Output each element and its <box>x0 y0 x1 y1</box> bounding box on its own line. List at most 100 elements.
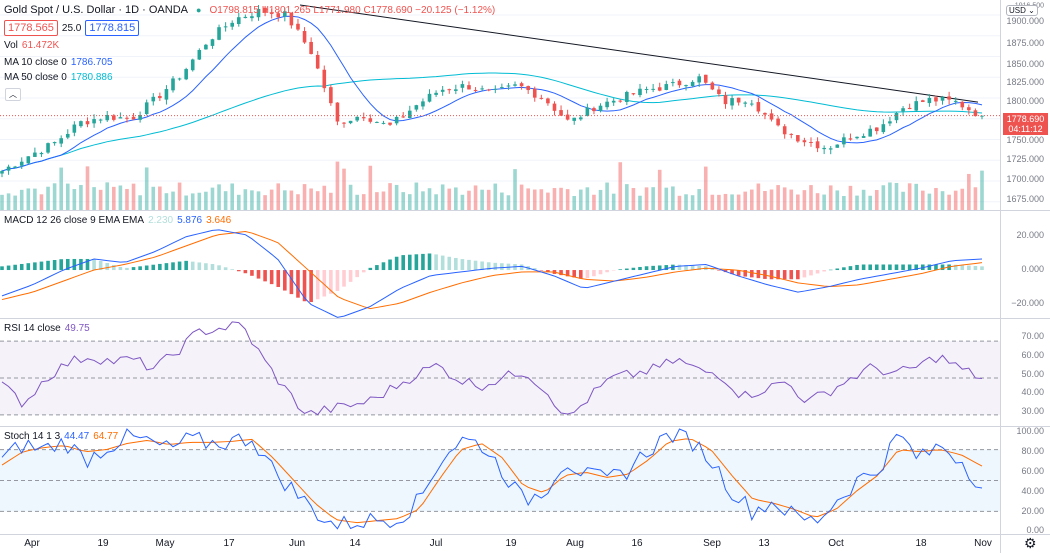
volume-bar <box>98 189 103 210</box>
rsi-tick: 40.00 <box>1021 387 1044 397</box>
price-axis[interactable]: 1916.500 1900.000 1875.000 1850.000 1825… <box>1001 0 1050 210</box>
ma10-legend[interactable]: MA 10 close 0 1786.705 <box>4 57 113 68</box>
candle-body <box>578 117 583 120</box>
stoch-legend[interactable]: Stoch 14 1 3 44.47 64.77 <box>4 431 118 442</box>
volume-bar <box>309 188 313 210</box>
volume-bar <box>736 194 741 210</box>
candle-body <box>0 171 4 174</box>
candle-body <box>355 116 359 121</box>
candle-body <box>848 138 853 140</box>
price-pane[interactable] <box>0 0 1000 210</box>
volume-bar <box>973 187 978 210</box>
symbol-legend: Gold Spot / U.S. Dollar · 1D · OANDA ● O… <box>4 4 495 16</box>
stoch-d-line <box>1 438 983 524</box>
candle-body <box>947 96 951 100</box>
volume-legend[interactable]: Vol 61.472K <box>4 40 59 51</box>
rsi-axis[interactable]: 70.00 60.00 50.00 40.00 30.00 <box>1001 319 1050 426</box>
candle-body <box>263 7 267 13</box>
time-tick: Sep <box>703 538 721 549</box>
candle-body <box>723 95 728 105</box>
sell-button[interactable]: 1778.565 <box>4 20 58 36</box>
volume-bar <box>559 187 563 210</box>
volume-bar <box>980 170 984 210</box>
volume-bar <box>657 169 662 210</box>
macd-histogram-bar <box>730 270 734 275</box>
rsi-legend[interactable]: RSI 14 close 49.75 <box>4 323 90 334</box>
macd-histogram-bar <box>927 264 932 271</box>
macd-histogram-bar <box>598 270 603 275</box>
candle-body <box>158 96 162 99</box>
volume-bar <box>723 193 728 210</box>
time-tick: 17 <box>223 538 235 549</box>
macd-legend[interactable]: MACD 12 26 close 9 EMA EMA 2.230 5.876 3… <box>4 215 231 226</box>
time-tick: 19 <box>97 538 109 549</box>
volume-bar <box>940 191 945 210</box>
macd-histogram-bar <box>651 265 655 271</box>
volume-bar <box>532 189 537 210</box>
candle-body <box>236 17 241 25</box>
macd-histogram-bar <box>546 270 550 273</box>
stoch-pane[interactable] <box>0 427 1000 534</box>
candle-body <box>342 122 346 124</box>
volume-bar <box>144 167 149 210</box>
symbol-title[interactable]: Gold Spot / U.S. Dollar · 1D · OANDA <box>4 4 188 16</box>
volume-bar <box>223 191 228 210</box>
candle-body <box>592 108 596 112</box>
volume-bar <box>934 187 938 210</box>
volume-bar <box>394 184 399 210</box>
candle-body <box>407 110 412 119</box>
pane-divider[interactable] <box>0 318 1050 319</box>
candle-body <box>921 100 925 102</box>
stoch-chart[interactable] <box>0 427 1000 534</box>
macd-histogram-bar <box>697 265 701 271</box>
macd-pane[interactable] <box>0 211 1000 318</box>
macd-chart[interactable] <box>0 211 1000 318</box>
rsi-chart[interactable] <box>0 319 1000 426</box>
price-axis-divider <box>1000 0 1001 553</box>
pane-divider[interactable] <box>0 210 1050 211</box>
ma50-legend[interactable]: MA 50 close 0 1780.886 <box>4 72 113 83</box>
gear-icon[interactable]: ⚙ <box>1024 535 1037 551</box>
volume-bar <box>315 191 320 210</box>
candle-body <box>65 133 70 138</box>
buy-button[interactable]: 1778.815 <box>85 20 140 36</box>
ma50-value: 1780.886 <box>70 72 113 83</box>
candle-body <box>776 118 780 126</box>
stoch-k-value: 44.47 <box>64 431 90 442</box>
volume-bar <box>454 187 458 210</box>
volume-bar <box>171 191 175 210</box>
macd-histogram-bar <box>210 264 215 271</box>
volume-bar <box>822 194 826 210</box>
macd-histogram-bar <box>789 270 794 280</box>
stoch-axis[interactable]: 100.00 80.00 60.00 40.00 20.00 0.00 <box>1001 426 1050 535</box>
candle-body <box>467 85 471 90</box>
candle-body <box>868 128 872 137</box>
macd-histogram-bar <box>59 259 63 271</box>
candle-body <box>763 112 767 115</box>
volume-bar <box>802 190 807 210</box>
volume-bar <box>644 187 649 210</box>
eye-icon[interactable]: ● <box>196 5 202 15</box>
macd-histogram-bar <box>874 264 879 271</box>
price-chart[interactable] <box>0 0 1000 210</box>
volume-bar <box>190 193 195 210</box>
pane-divider[interactable] <box>0 426 1050 427</box>
rsi-pane[interactable] <box>0 319 1000 426</box>
volume-bar <box>894 182 899 210</box>
chevron-up-icon[interactable]: ︿ <box>5 88 21 101</box>
macd-histogram-bar <box>322 270 327 297</box>
volume-bar <box>243 189 248 210</box>
volume-bar <box>868 195 872 210</box>
currency-selector[interactable]: USD ⌄ <box>1006 5 1038 16</box>
volume-bar <box>677 195 682 210</box>
volume-bar <box>236 194 241 210</box>
macd-axis[interactable]: 20.000 0.000 −20.000 <box>1001 211 1050 318</box>
currency-label: USD <box>1009 6 1026 15</box>
candle-body <box>401 116 406 118</box>
macd-histogram-bar <box>348 270 353 282</box>
volume-bar <box>447 188 452 210</box>
candle-body <box>329 87 333 104</box>
macd-histogram-bar <box>92 259 96 271</box>
stoch-tick: 60.00 <box>1021 466 1044 476</box>
candle-body <box>796 135 800 142</box>
